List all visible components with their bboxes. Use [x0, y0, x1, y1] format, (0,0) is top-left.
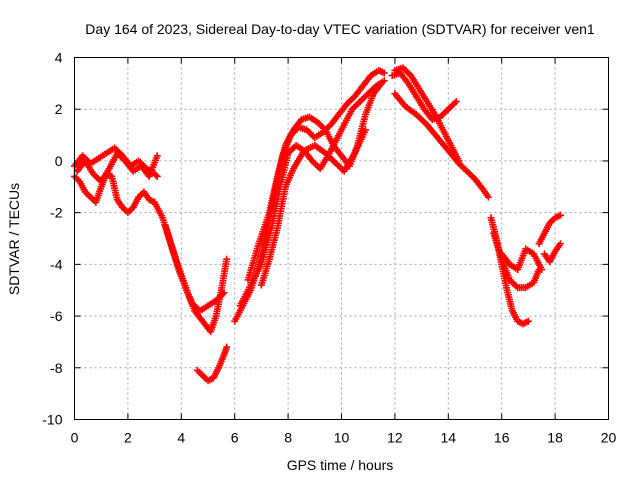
y-tick-label: -2: [50, 205, 63, 221]
x-tick-label: 4: [177, 430, 185, 446]
data-point: [556, 240, 564, 248]
chart-title: Day 164 of 2023, Sidereal Day-to-day VTE…: [85, 21, 595, 37]
data-points: [71, 64, 564, 385]
x-tick-label: 6: [231, 430, 239, 446]
x-tick-label: 14: [441, 430, 457, 446]
data-point: [556, 211, 564, 219]
y-tick-label: -4: [50, 256, 63, 272]
data-point: [153, 152, 161, 160]
x-tick-label: 20: [601, 430, 617, 446]
y-tick-label: 4: [55, 50, 63, 66]
data-point: [153, 172, 161, 180]
data-point-interp: [152, 171, 160, 179]
data-point: [538, 266, 546, 274]
y-tick-labels: -10 -8 -6 -4 -2 0 2 4: [42, 50, 62, 428]
data-point: [452, 97, 460, 105]
x-tick-label: 10: [334, 430, 350, 446]
data-point: [223, 343, 231, 351]
x-tick-label: 0: [71, 430, 79, 446]
x-tick-label: 12: [387, 430, 403, 446]
y-tick-label: 2: [55, 101, 63, 117]
data-point: [378, 79, 386, 87]
y-tick-label: -6: [50, 308, 63, 324]
data-point: [362, 126, 370, 134]
x-tick-labels: 0 2 4 6 8 10 12 14 16 18 20: [71, 430, 617, 446]
x-tick-label: 2: [124, 430, 132, 446]
y-tick-label: -10: [42, 412, 62, 428]
y-tick-label: 0: [55, 153, 63, 169]
plot-frame: [74, 57, 609, 420]
y-axis-label: SDTVAR / TECUs: [6, 183, 22, 295]
y-tick-label: -8: [50, 360, 63, 376]
x-tick-label: 18: [547, 430, 563, 446]
data-point: [223, 255, 231, 263]
x-tick-label: 16: [494, 430, 510, 446]
data-point: [524, 317, 532, 325]
x-tick-label: 8: [284, 430, 292, 446]
data-point: [380, 69, 388, 77]
x-axis-label: GPS time / hours: [287, 457, 394, 473]
data-point: [484, 193, 492, 201]
